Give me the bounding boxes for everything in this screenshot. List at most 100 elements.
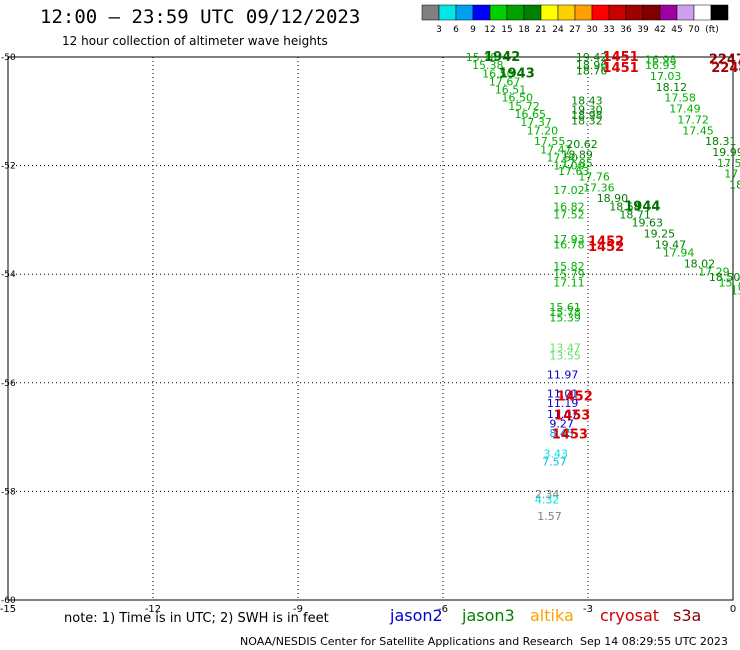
wave-height-label: 15.82 bbox=[553, 260, 585, 273]
colorbar-label: 9 bbox=[470, 25, 476, 35]
wave-height-label: 18.50 bbox=[709, 271, 740, 284]
chart-grid bbox=[8, 57, 733, 600]
wave-height-label: 18.76 bbox=[576, 65, 608, 78]
wave-height-label: 18.43 bbox=[571, 94, 603, 107]
wave-height-label: 16.51 bbox=[495, 84, 527, 97]
colorbar-swatch bbox=[523, 4, 542, 21]
y-tick-label: -52 bbox=[1, 162, 16, 172]
wave-height-label: 13.47 bbox=[549, 342, 581, 355]
wave-height-label: 19.99 bbox=[712, 146, 740, 159]
wave-height-label: 15.7 bbox=[719, 276, 740, 289]
wave-height-label: 17.94 bbox=[663, 246, 695, 259]
colorbar-swatch bbox=[438, 4, 457, 21]
y-tick-label: -58 bbox=[1, 487, 16, 497]
wave-height-label: 3.43 bbox=[544, 447, 569, 460]
chart-axes: -15 -12 -9 -6 -3 0 -50 -52 -54 -56 -58 -60 bbox=[0, 53, 736, 615]
footer-timestamp: Sep 14 08:29:55 UTC 2023 bbox=[580, 635, 728, 648]
wave-height-label: 15.10 bbox=[466, 51, 498, 64]
units-note: note: 1) Time is in UTC; 2) SWH is in fe… bbox=[64, 611, 329, 626]
wave-height-label: 2.34 bbox=[535, 488, 560, 501]
pass-time-label: 1944 bbox=[624, 199, 660, 214]
pass-time-label: 1452 bbox=[588, 240, 624, 255]
colorbar-unit: (ft) bbox=[705, 25, 719, 35]
colorbar-swatch bbox=[642, 4, 661, 21]
wave-height-label: 17.85 bbox=[561, 157, 593, 170]
legend-s3a: s3a bbox=[673, 606, 702, 625]
x-tick-label: -6 bbox=[438, 604, 448, 615]
wave-height-label: 17 bbox=[724, 168, 738, 181]
wave-height-label: 18.12 bbox=[656, 81, 688, 94]
wave-height-label: 15.61 bbox=[549, 301, 581, 314]
wave-height-label: 19.30 bbox=[571, 104, 603, 117]
pass-time-label: 2248 bbox=[711, 61, 740, 76]
pass-time-label: 1453 bbox=[554, 408, 590, 423]
pass-time-label: 1943 bbox=[499, 66, 535, 81]
wave-height-label: 17.5 bbox=[717, 157, 740, 170]
wave-height-label: 17.37 bbox=[520, 116, 552, 129]
pass-time-label: 2247 bbox=[709, 53, 740, 68]
wave-height-label: 18.71 bbox=[619, 208, 651, 221]
colorbar-label: 30 bbox=[586, 25, 598, 35]
legend-jason2: jason2 bbox=[390, 606, 443, 625]
colorbar-label: 36 bbox=[620, 25, 632, 35]
wave-height-label: 17.36 bbox=[583, 181, 615, 194]
wave-height-label: 19.42 bbox=[576, 51, 608, 64]
colorbar-label: 15 bbox=[501, 25, 512, 35]
wave-height-label: 17.72 bbox=[677, 113, 709, 126]
legend-cryosat: cryosat bbox=[600, 606, 660, 625]
colorbar-swatch bbox=[676, 4, 695, 21]
colorbar-label: 3 bbox=[436, 25, 442, 35]
y-tick-label: -56 bbox=[1, 379, 16, 389]
wave-height-label: 17.76 bbox=[578, 170, 610, 183]
wave-height-label: 17.50 bbox=[546, 151, 578, 164]
colorbar-swatch bbox=[659, 4, 678, 21]
colorbar-label: 27 bbox=[569, 25, 580, 35]
colorbar-swatch bbox=[540, 4, 559, 21]
colorbar-label: 45 bbox=[671, 25, 682, 35]
wave-height-label: 18.89 bbox=[561, 149, 593, 162]
wave-height-label: 17.63 bbox=[558, 165, 590, 178]
colorbar-swatch bbox=[625, 4, 644, 21]
wave-height-label: 17.02 bbox=[553, 184, 585, 197]
time-annotations: 1942194319441451145114521452145214531453… bbox=[484, 50, 740, 442]
colorbar-swatch bbox=[574, 4, 593, 21]
colorbar: 3 6 9 12 15 18 21 24 27 30 33 36 39 42 45 70 (ft) bbox=[421, 4, 729, 35]
colorbar-swatch bbox=[557, 4, 576, 21]
wave-height-label: 16.82 bbox=[553, 200, 585, 213]
colorbar-label: 18 bbox=[518, 25, 530, 35]
wave-height-label: 11.01 bbox=[547, 388, 579, 401]
wave-height-label: 11.19 bbox=[547, 397, 579, 410]
colorbar-label: 6 bbox=[453, 25, 459, 35]
x-tick-label: -9 bbox=[293, 604, 303, 615]
wave-height-label: 15.72 bbox=[508, 100, 540, 113]
colorbar-label: 24 bbox=[552, 25, 564, 35]
plot-frame bbox=[7, 56, 734, 601]
colorbar-swatch bbox=[421, 4, 440, 21]
legend-jason3: jason3 bbox=[462, 606, 515, 625]
wave-height-label: 8.45 bbox=[549, 427, 574, 440]
wave-height-label: 16.50 bbox=[482, 67, 514, 80]
colorbar-swatch bbox=[472, 4, 491, 21]
x-tick-label: -15 bbox=[0, 604, 16, 615]
legend-altika: altika bbox=[530, 606, 574, 625]
x-tick-label: -12 bbox=[145, 604, 161, 615]
colorbar-swatch bbox=[693, 4, 712, 21]
colorbar-label: 39 bbox=[637, 25, 649, 35]
wave-height-label: 18 bbox=[729, 179, 740, 192]
wave-height-label: 17.49 bbox=[669, 103, 701, 116]
colorbar-swatch bbox=[489, 4, 508, 21]
colorbar-swatch bbox=[608, 4, 627, 21]
wave-height-label: 4.32 bbox=[535, 494, 560, 507]
wave-height-label: 15 bbox=[731, 284, 740, 297]
wave-height-label: 19.25 bbox=[644, 227, 676, 240]
pass-time-label: 1451 bbox=[603, 61, 639, 76]
wave-height-label: 11.07 bbox=[547, 408, 579, 421]
wave-height-label: 17.29 bbox=[698, 265, 730, 278]
wave-height-label: 16.65 bbox=[515, 108, 547, 121]
wave-height-label: 15.39 bbox=[549, 312, 581, 325]
chart-subtitle: 12 hour collection of altimeter wave hei… bbox=[62, 34, 328, 48]
chart-title: 12:00 — 23:59 UTC 09/12/2023 bbox=[40, 6, 361, 28]
wave-height-label: 18.90 bbox=[597, 192, 629, 205]
wave-height-label: 18.96 bbox=[576, 59, 608, 72]
x-tick-label: -3 bbox=[583, 604, 593, 615]
